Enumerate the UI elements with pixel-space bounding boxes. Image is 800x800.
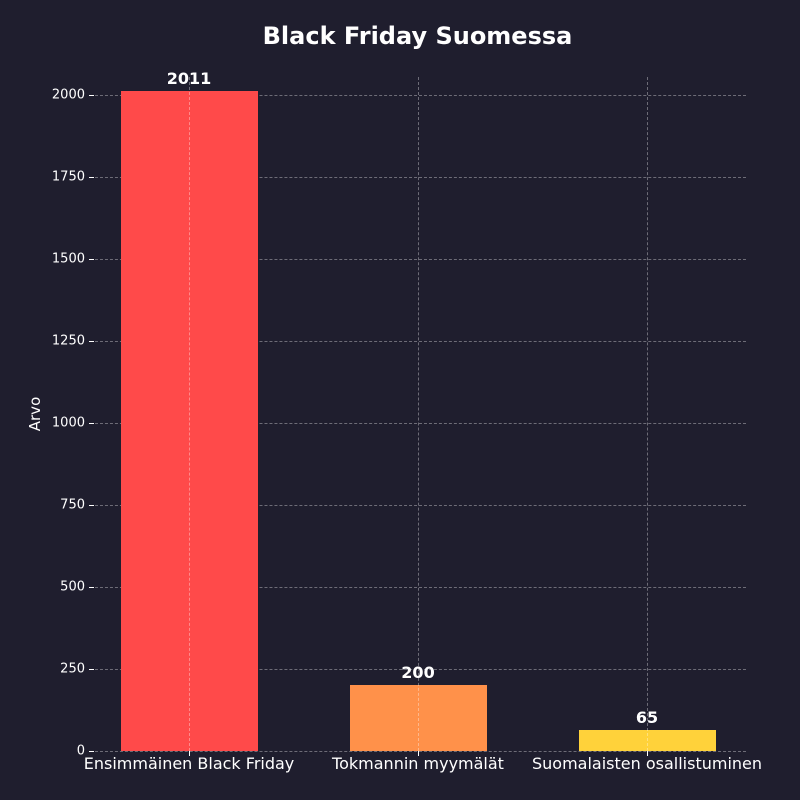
gridline-horizontal bbox=[95, 341, 746, 343]
y-tick-mark bbox=[89, 423, 94, 425]
y-tick-mark bbox=[89, 259, 94, 261]
y-tick-mark bbox=[89, 669, 94, 670]
bar-value-label: 200 bbox=[401, 663, 435, 683]
y-tick-mark bbox=[89, 751, 94, 752]
chart-title: Black Friday Suomessa bbox=[262, 22, 573, 50]
y-tick-mark bbox=[89, 505, 94, 506]
y-tick-label: 1250 bbox=[51, 333, 85, 349]
x-tick-label: Ensimmäinen Black Friday bbox=[83, 754, 295, 773]
gridline-horizontal bbox=[95, 669, 746, 670]
gridline-horizontal bbox=[95, 751, 746, 752]
bar-value-label: 65 bbox=[635, 707, 659, 727]
bar bbox=[349, 685, 487, 751]
y-tick-label: 1000 bbox=[51, 415, 85, 431]
y-tick-label: 1500 bbox=[51, 251, 85, 267]
y-tick-label: 500 bbox=[60, 579, 85, 595]
y-tick-label: 0 bbox=[76, 743, 85, 759]
y-tick-label: 250 bbox=[60, 661, 85, 677]
x-tick-mark bbox=[418, 751, 419, 756]
y-tick-label: 1750 bbox=[51, 169, 85, 185]
gridline-horizontal bbox=[95, 95, 746, 97]
y-tick-label: 2000 bbox=[51, 87, 85, 103]
gridline-horizontal bbox=[95, 587, 746, 588]
gridline-horizontal bbox=[95, 505, 746, 506]
x-tick-mark bbox=[189, 751, 190, 756]
gridline-vertical bbox=[647, 77, 648, 751]
gridline-horizontal bbox=[95, 259, 746, 261]
y-tick-mark bbox=[89, 341, 94, 343]
y-tick-mark bbox=[89, 177, 94, 179]
y-tick-mark bbox=[89, 587, 94, 588]
gridline-horizontal bbox=[95, 177, 746, 179]
plot-area: 2011 200 65 bbox=[95, 69, 746, 752]
gridline-vertical bbox=[189, 77, 190, 751]
gridline-vertical bbox=[418, 77, 419, 751]
bar bbox=[120, 91, 258, 751]
gridline-horizontal bbox=[95, 423, 746, 425]
x-tick-label: Suomalaisten osallistuminen bbox=[531, 754, 763, 773]
bar-value-label: 2011 bbox=[166, 69, 212, 89]
bar bbox=[578, 729, 716, 751]
y-tick-label: 750 bbox=[60, 497, 85, 513]
y-tick-mark bbox=[89, 95, 94, 97]
x-tick-mark bbox=[647, 751, 648, 756]
y-axis-label: Arvo bbox=[26, 396, 44, 432]
x-tick-label: Tokmannin myymälät bbox=[332, 754, 504, 773]
